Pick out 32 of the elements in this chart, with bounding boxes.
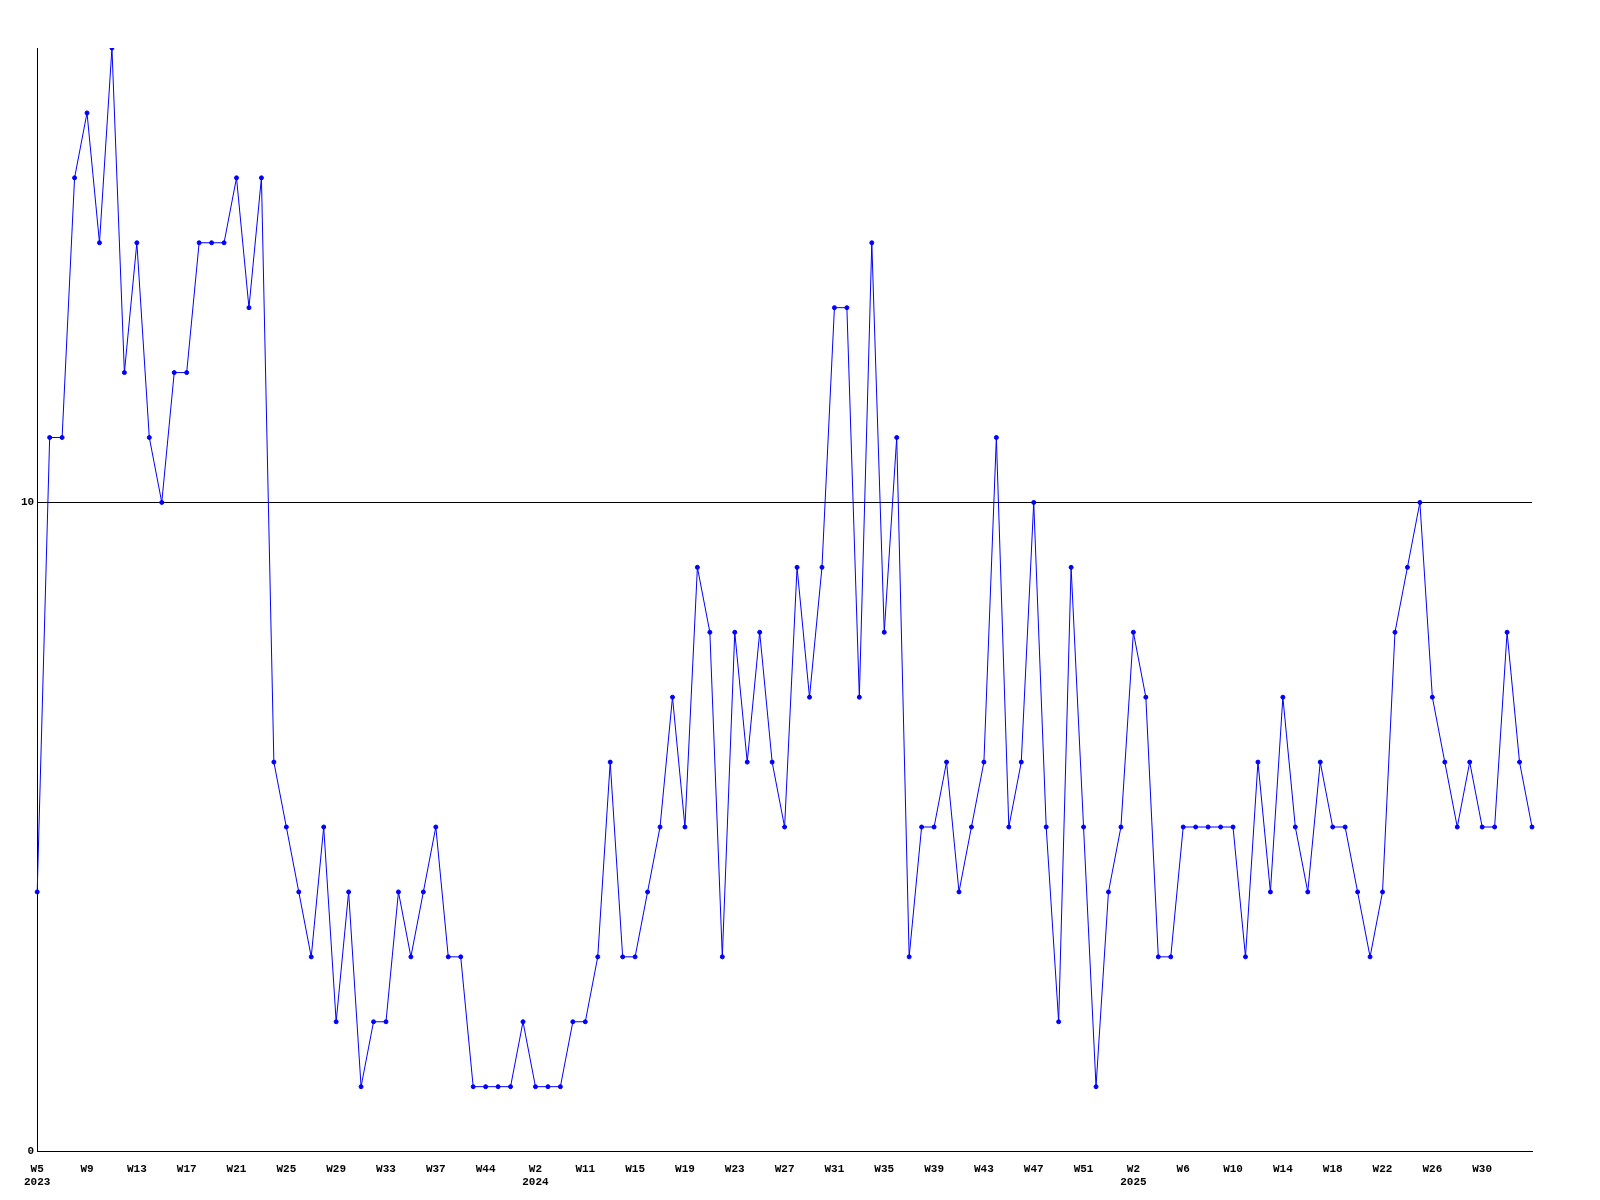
x-tick-label: W25: [276, 1162, 297, 1175]
x-tick-label: W33: [376, 1162, 397, 1175]
x-tick-label: W43: [974, 1162, 995, 1175]
x-tick-label: W37: [425, 1162, 446, 1175]
x-tick-label: W10: [1223, 1162, 1243, 1175]
x-tick-label: W26: [1422, 1162, 1443, 1175]
x-tick-label: W6: [1176, 1162, 1190, 1175]
y-tick-label: 0: [27, 1145, 35, 1158]
x-tick-label: W19: [675, 1162, 695, 1175]
x-tick-label: W2 2024: [522, 1162, 550, 1189]
x-tick-label: W15: [625, 1162, 646, 1175]
x-tick-label: W9: [80, 1162, 94, 1175]
x-tick-label: W29: [326, 1162, 347, 1175]
x-tick-label: W23: [724, 1162, 746, 1175]
x-tick-label: W11: [575, 1162, 596, 1175]
x-tick-label: W31: [824, 1162, 845, 1175]
x-tick-label: W30: [1472, 1162, 1493, 1175]
x-tick-label: W35: [874, 1162, 895, 1175]
x-tick-label: W2 2025: [1120, 1162, 1147, 1189]
x-tick-label: W44: [475, 1162, 496, 1175]
x-tick-label: W47: [1023, 1162, 1044, 1175]
x-tick-label: W51: [1073, 1162, 1094, 1175]
x-tick-label: W5 2023: [24, 1162, 51, 1189]
x-tick-label: W14: [1272, 1162, 1294, 1175]
x-tick-label: W21: [226, 1162, 247, 1175]
x-tick-label: W27: [774, 1162, 795, 1175]
y-tick-label: 10: [21, 496, 35, 509]
x-tick-label: W22: [1372, 1162, 1393, 1175]
x-tick-label: W18: [1322, 1162, 1343, 1175]
x-tick-label: W39: [924, 1162, 944, 1175]
x-tick-label: W13: [126, 1162, 148, 1175]
x-tick-label: W17: [176, 1162, 197, 1175]
